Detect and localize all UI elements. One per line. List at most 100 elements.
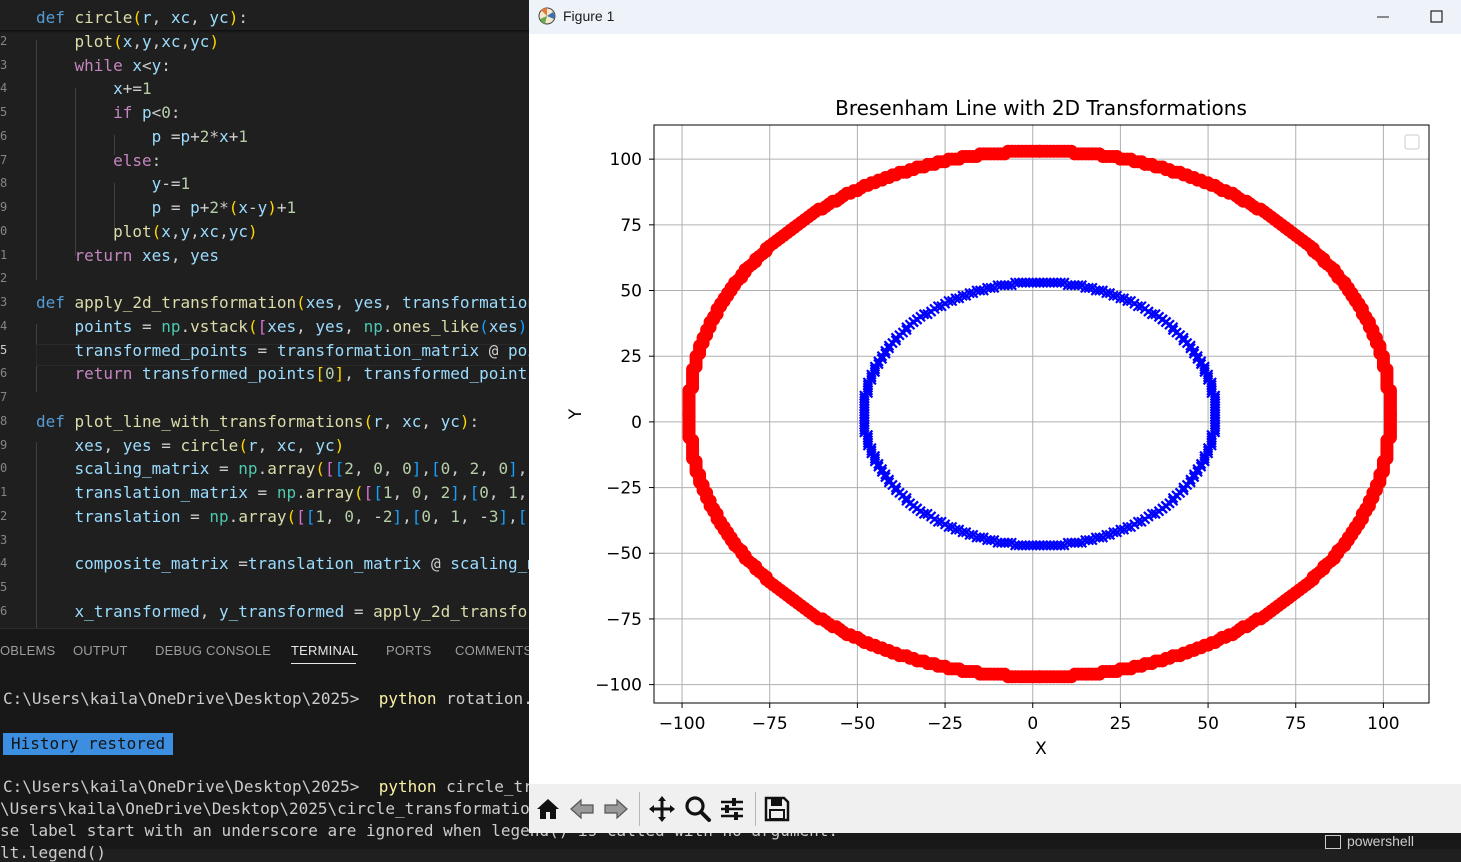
x-tick-label: 100 [1367, 714, 1399, 734]
code-text: plot(x,y,xc,yc) [113, 221, 258, 241]
indent-guide [36, 442, 37, 628]
y-tick-label: 0 [631, 413, 642, 433]
navigation-toolbar [529, 784, 1461, 833]
code-text: points = np.vstack([xes, yes, np.ones_li… [74, 316, 529, 336]
terminal-icon [1325, 835, 1341, 850]
blue-x-marker [1157, 314, 1168, 325]
code-text: scaling_matrix = np.array([[2, 0, 0],[0,… [74, 459, 528, 479]
blue-x-marker [985, 534, 996, 546]
code-line: 5 if p<0: [0, 101, 181, 125]
legend-box [1404, 134, 1420, 150]
y-tick-label: 25 [620, 347, 642, 367]
blue-x-marker [1108, 290, 1119, 302]
code-text: translation = np.array([[1, 0, -2],[0, 1… [74, 506, 528, 526]
y-tick-label: −75 [606, 610, 642, 630]
code-line: 8 y-=1 [0, 172, 190, 196]
blue-x-marker [995, 279, 1007, 291]
terminal-instance-label: powershell [1347, 833, 1414, 849]
tab-output[interactable]: OUTPUT [73, 643, 128, 658]
save-button[interactable] [762, 794, 792, 824]
tab-terminal[interactable]: TERMINAL [291, 643, 359, 658]
code-text: while x<y: [74, 55, 171, 75]
plot-canvas[interactable]: Bresenham Line with 2D Transformations −… [529, 34, 1461, 784]
blue-x-marker [859, 392, 870, 404]
minimize-button[interactable] [1365, 6, 1401, 28]
code-line: 4 x+=1 [0, 77, 152, 101]
blue-x-marker [967, 529, 979, 541]
line-number: 6 [0, 603, 8, 618]
code-text: p =p+2*x+1 [151, 126, 248, 146]
blue-x-marker [1083, 282, 1095, 294]
blue-x-marker [876, 353, 888, 365]
blue-x-marker [1132, 516, 1144, 527]
code-line: 5 transformed_points = transformation_ma… [0, 339, 529, 363]
blue-x-marker [967, 287, 979, 299]
blue-x-marker [1101, 529, 1112, 541]
blue-x-marker [953, 293, 965, 304]
blue-x-marker [1073, 279, 1084, 291]
maximize-button[interactable] [1425, 6, 1455, 28]
window-titlebar[interactable]: Figure 1 [529, 0, 1461, 34]
blue-x-marker [995, 537, 1007, 549]
back-button[interactable] [567, 794, 597, 824]
blue-x-marker [1209, 392, 1221, 404]
forward-button[interactable] [601, 794, 631, 824]
code-line: 5 [0, 576, 10, 600]
pan-button[interactable] [647, 794, 677, 824]
minimize-icon [1377, 16, 1389, 18]
y-tick-label: 100 [610, 150, 642, 170]
red-circle-marker [1278, 220, 1292, 234]
blue-x-marker [1115, 524, 1126, 535]
toolbar-separator [639, 792, 640, 826]
red-circle-marker [1278, 594, 1292, 608]
tab-problems[interactable]: OBLEMS [0, 643, 56, 658]
code-text: x+=1 [113, 79, 152, 99]
x-tick-label: 75 [1285, 714, 1307, 734]
terminal-output-line: lt.legend() [0, 843, 106, 862]
configure-subplots-icon [721, 798, 743, 820]
blue-x-marker [936, 516, 947, 527]
terminal-output-line: \Users\kaila\OneDrive\Desktop\2025\circl… [0, 799, 569, 818]
blue-x-marker [876, 463, 888, 475]
code-line: 1 return xes, yes [0, 244, 219, 268]
blue-x-marker [869, 453, 881, 464]
code-text: if p<0: [113, 103, 181, 122]
blue-x-marker [946, 295, 958, 307]
blue-x-marker [866, 445, 877, 457]
y-axis-label: Y [566, 408, 586, 420]
blue-x-marker [936, 301, 947, 312]
zoom-button[interactable] [683, 794, 713, 824]
indent-guide [75, 88, 76, 256]
code-text: plot(x,y,xc,yc) [74, 31, 220, 51]
tab-debug-console[interactable]: DEBUG CONSOLE [155, 643, 272, 658]
terminal-command: python [378, 777, 437, 796]
window-title: Figure 1 [563, 8, 615, 24]
code-text: y-=1 [151, 174, 191, 194]
x-tick-label: −50 [839, 714, 875, 734]
blue-x-marker [985, 282, 996, 294]
blue-x-marker [1073, 537, 1084, 549]
line-number: 6 [0, 128, 8, 143]
axes-frame [653, 124, 1430, 704]
blue-x-marker [1122, 295, 1133, 307]
line-number: 7 [0, 390, 8, 404]
x-axis-ticks: −100 −75 −50 −25 0 25 50 75 100 [659, 703, 1400, 734]
matplotlib-figure-window: Figure 1 Bresenham Line with 2D Transfor… [529, 0, 1461, 833]
code-line: 2 plot(x,y,xc,yc) [0, 30, 219, 54]
back-arrow-icon [570, 798, 594, 820]
code-line: 6 p =p+2*x+1 [0, 125, 248, 149]
code-editor[interactable]: def circle(r, xc, yc): 2 plot(x,y,xc,yc) 3… [0, 0, 529, 628]
terminal-instance-powershell[interactable]: powershell [1325, 833, 1414, 850]
home-button[interactable] [533, 794, 563, 824]
y-tick-label: 75 [620, 216, 642, 236]
tab-ports[interactable]: PORTS [386, 643, 432, 658]
line-number: 3 [0, 295, 8, 309]
code-line: 8 def plot_line_with_transformations(r, x… [0, 410, 479, 434]
pan-icon [649, 796, 675, 822]
code-line: 3 while x<y: [0, 54, 171, 78]
configure-subplots-button[interactable] [717, 794, 747, 824]
line-number: 2 [0, 271, 8, 286]
tab-comments[interactable]: COMMENTS [455, 643, 533, 658]
y-tick-label: −100 [595, 676, 642, 696]
terminal-argument: rotation.py [446, 689, 553, 708]
